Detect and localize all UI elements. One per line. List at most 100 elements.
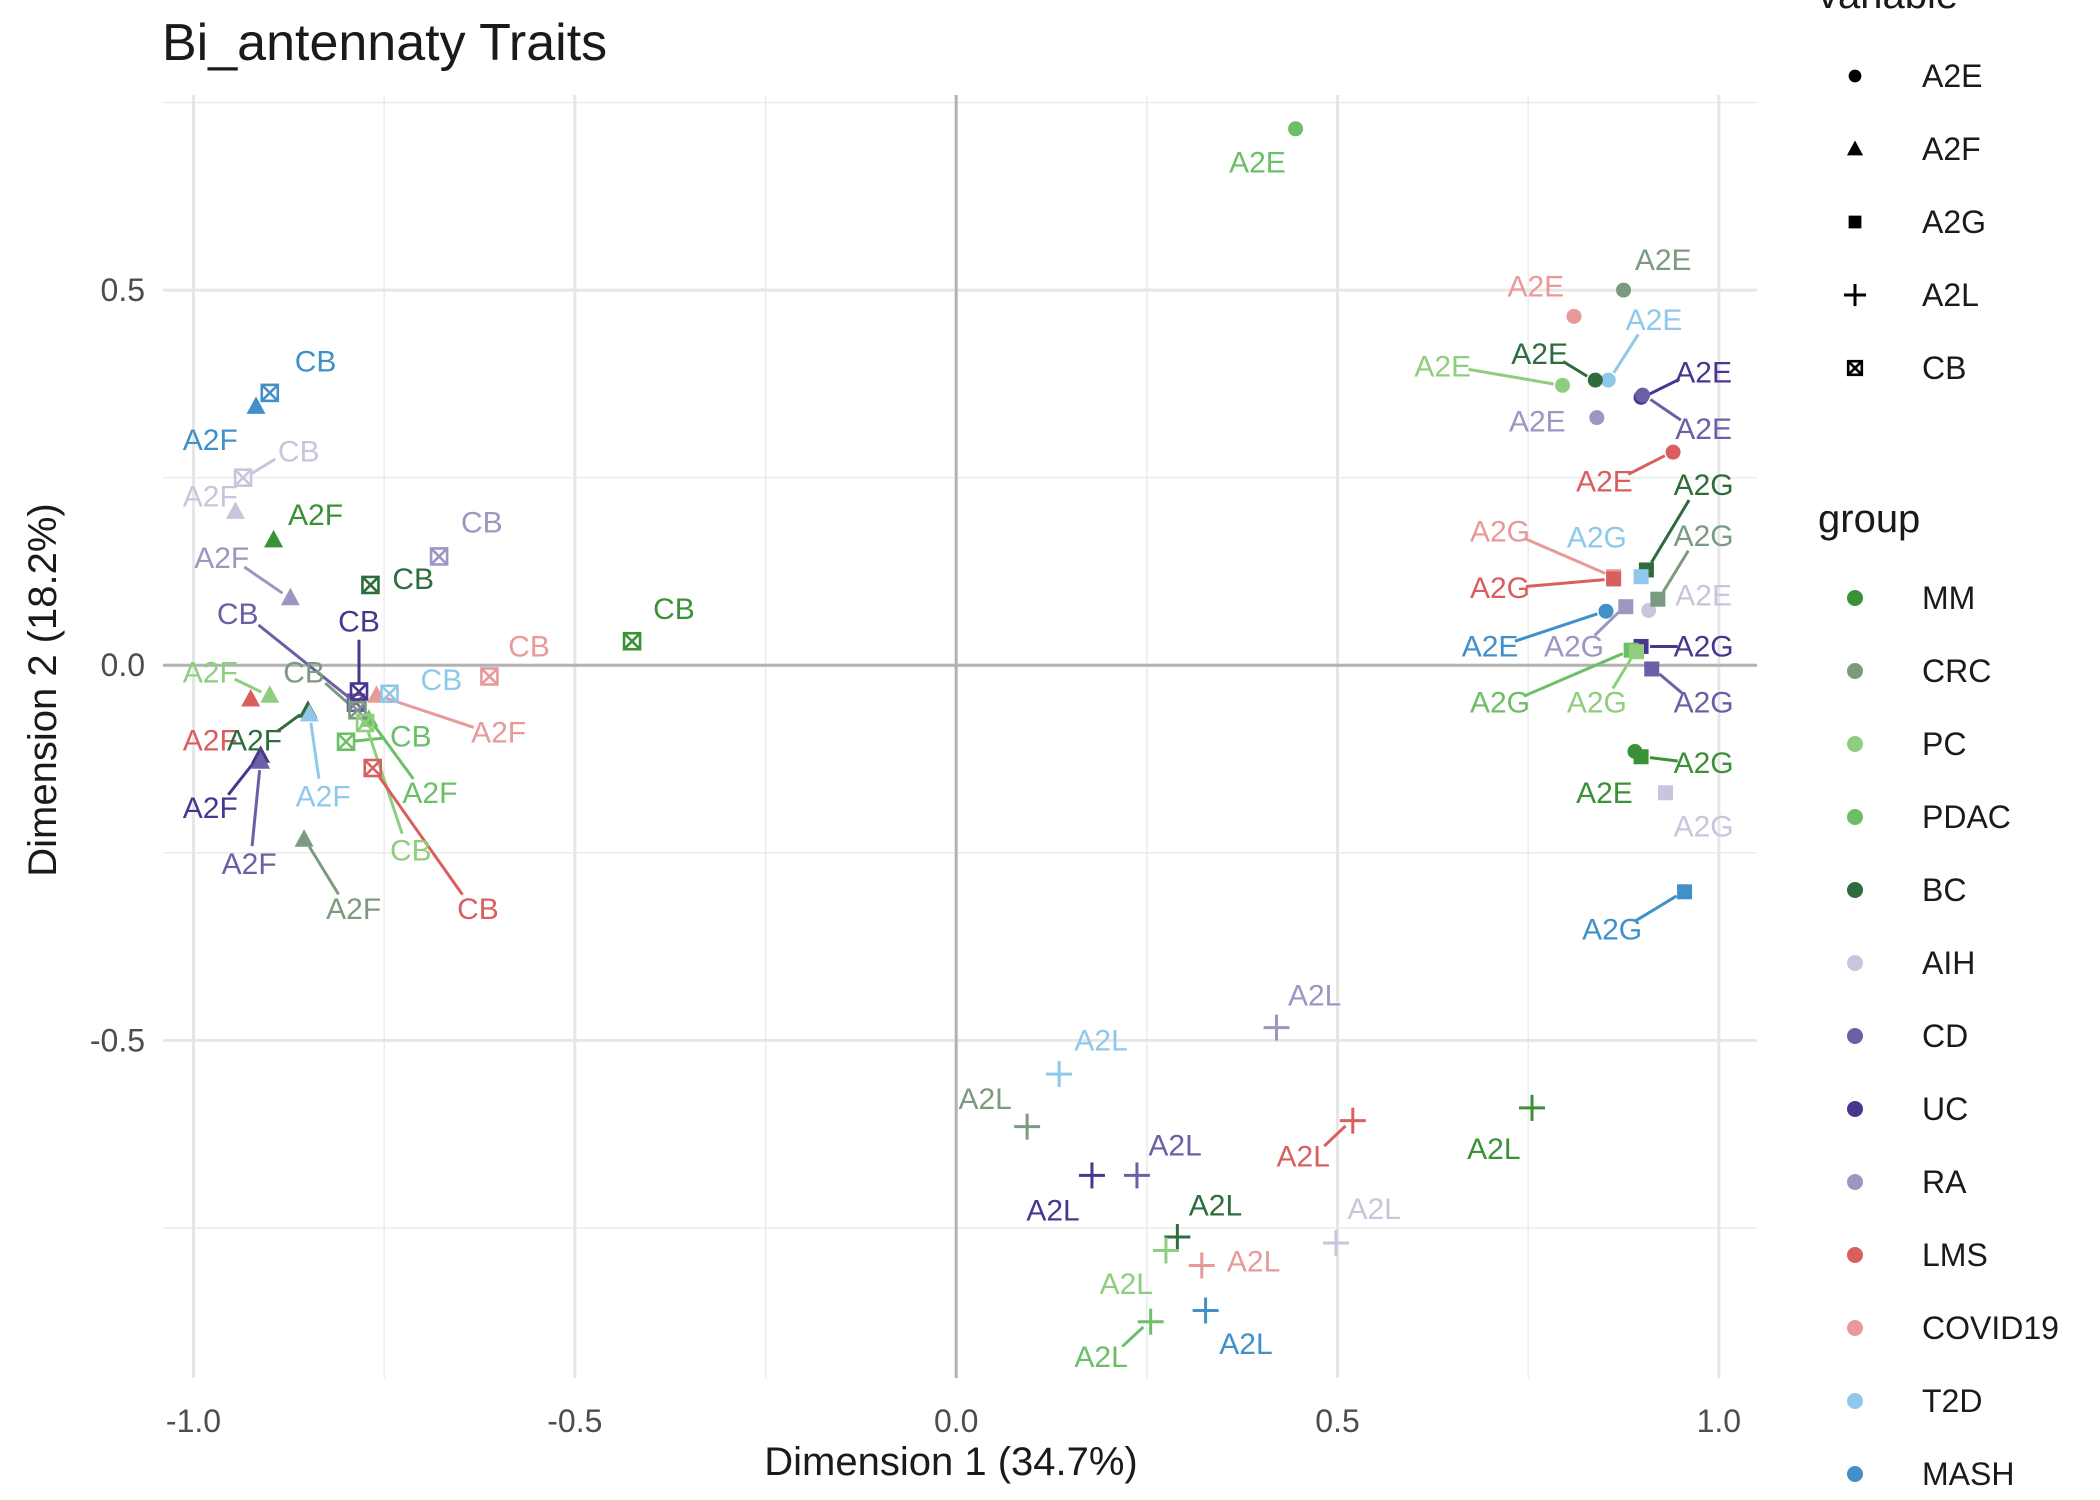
legend-group-swatch: [1847, 809, 1863, 825]
point-plus: [1137, 1308, 1164, 1335]
point-label: CB: [390, 721, 432, 754]
point-label: A2L: [1148, 1129, 1201, 1162]
point-plus: [1123, 1162, 1150, 1189]
point-label: CB: [461, 507, 503, 540]
point-label: A2G: [1674, 469, 1734, 502]
label-connector: [257, 623, 350, 699]
x-tick-label: 1.0: [1697, 1403, 1741, 1439]
label-connector: [1525, 578, 1605, 589]
point-label: CB: [421, 664, 463, 697]
boxx-cross: [356, 714, 375, 732]
label-connector: [324, 681, 352, 707]
point-label: CB: [338, 606, 380, 639]
point-label: A2F: [183, 724, 238, 757]
label-connector: [1514, 612, 1598, 643]
legend-group-item: MM: [1847, 580, 1975, 616]
point-plus: [1519, 1094, 1546, 1121]
legend-group-label: BC: [1922, 872, 1966, 908]
point-label: A2E: [1509, 405, 1566, 438]
point-label: A2G: [1470, 572, 1530, 605]
point-boxx: [380, 684, 399, 704]
label-connector: [276, 713, 301, 733]
point-label: A2E: [1635, 244, 1692, 277]
legend-group-label: PDAC: [1922, 799, 2011, 835]
point-label: A2L: [1074, 1341, 1127, 1374]
label-connector: [1649, 398, 1682, 422]
point-label: A2F: [183, 657, 238, 690]
point-square: [1606, 571, 1622, 587]
legend-shape-label: A2L: [1922, 277, 1979, 313]
label-connector: [1323, 1124, 1347, 1148]
point-boxx: [622, 631, 642, 651]
legend-group-label: CD: [1922, 1018, 1968, 1054]
point-plus: [1188, 1252, 1215, 1279]
boxx-cross: [363, 759, 382, 777]
point-boxx: [361, 575, 380, 595]
label-connector: [366, 730, 404, 835]
point-label: A2E: [1507, 270, 1564, 303]
label-connector: [1593, 611, 1620, 637]
legend-group-item: BC: [1847, 872, 1966, 908]
point-plus: [1078, 1162, 1105, 1189]
legend-group-item: T2D: [1847, 1383, 1982, 1419]
label-connector: [308, 845, 340, 896]
point-label: A2L: [1277, 1141, 1330, 1174]
point-circle: [1598, 603, 1614, 619]
label-connector: [384, 696, 475, 729]
point-label: A2F: [183, 480, 238, 513]
point-triangle: [294, 829, 314, 847]
point-boxx: [480, 667, 499, 686]
boxx-cross: [260, 383, 279, 402]
label-connector: [1612, 333, 1640, 374]
point-label: A2L: [1026, 1195, 1079, 1228]
point-circle: [1848, 69, 1862, 83]
boxx-frame: [363, 758, 383, 778]
point-label: A2L: [958, 1083, 1011, 1116]
point-label: A2F: [402, 777, 457, 810]
legend-group-item: CD: [1847, 1018, 1968, 1054]
chart-title: Bi_antennaty Traits: [162, 14, 607, 72]
legend-group-label: RA: [1922, 1164, 1967, 1200]
point-square: [1848, 215, 1862, 229]
boxx-frame: [355, 713, 375, 733]
boxx-cross: [361, 576, 380, 594]
point-label: A2G: [1674, 687, 1734, 720]
legend-group-label: AIH: [1922, 945, 1975, 981]
x-tick-label: 0.5: [1315, 1403, 1359, 1439]
point-label: A2G: [1470, 516, 1530, 549]
point-triangle: [246, 396, 266, 414]
point-circle: [1635, 387, 1651, 403]
zero-lines: [163, 95, 1757, 1378]
point-label: A2G: [1544, 630, 1604, 663]
boxx-frame: [1846, 359, 1864, 377]
label-connector: [1523, 652, 1624, 698]
label-connector: [373, 725, 415, 780]
point-circle: [1600, 372, 1616, 388]
point-label: A2F: [183, 792, 238, 825]
point-labels: A2E A2E A2E A2E A2E A2E A2E A2E A2E A2E A2E A2E A2E A…: [183, 147, 1734, 1374]
point-label: CB: [508, 630, 550, 663]
legend-group-label: MASH: [1922, 1456, 2014, 1492]
label-connector: [1627, 454, 1666, 476]
point-label: A2G: [1674, 747, 1734, 780]
point-triangle: [264, 529, 284, 548]
point-boxx: [336, 732, 356, 752]
point-label: A2G: [1582, 913, 1642, 946]
label-connector: [227, 760, 256, 796]
label-connector: [1468, 367, 1554, 386]
point-boxx: [260, 383, 280, 403]
point-triangle: [299, 703, 319, 722]
point-label: A2G: [1674, 811, 1734, 844]
point-label: CB: [283, 657, 325, 690]
legend-shape-label: A2F: [1922, 131, 1981, 167]
point-square: [1650, 591, 1666, 607]
point-label: CB: [392, 563, 434, 596]
point-square: [1677, 884, 1693, 900]
point-boxx: [429, 547, 449, 566]
x-tick-label: 0.0: [934, 1403, 978, 1439]
legend-group-label: MM: [1922, 580, 1975, 616]
point-label: A2G: [1567, 522, 1627, 555]
legend-group-item: PC: [1847, 726, 1966, 762]
label-connector: [376, 774, 464, 896]
